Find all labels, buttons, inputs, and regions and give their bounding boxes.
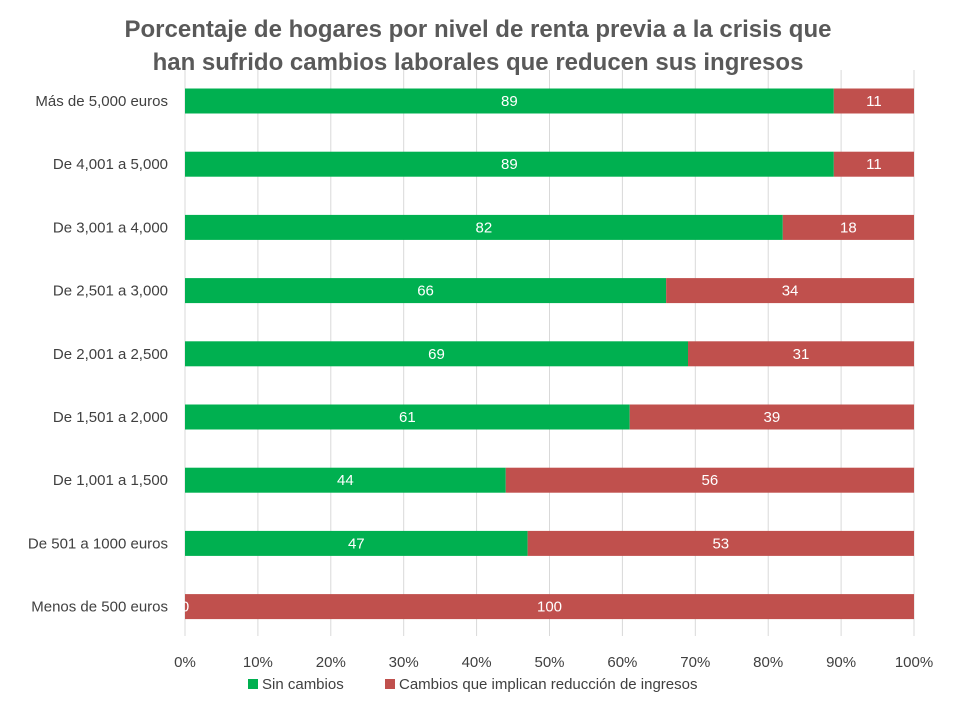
data-label: 39 [764,409,781,426]
bar-segment [185,404,630,430]
bar-segment [629,404,914,430]
data-label: 53 [712,535,729,552]
chart-title-line-1: Porcentaje de hogares por nivel de renta… [125,16,832,43]
x-tick-label: 40% [462,654,492,671]
bar-segment [185,530,528,556]
data-label: 11 [866,93,882,110]
data-labels: 89 11 89 11 82 18 66 34 69 31 61 39 44 56 47 53 0 100 [181,93,882,616]
legend-label: Sin cambios [262,676,344,693]
category-label: Menos de 500 euros [31,599,168,616]
x-tick-label: 10% [243,654,273,671]
data-label: 100 [537,599,562,616]
legend-swatch [385,679,395,689]
bar-segment [666,278,914,304]
x-tick-label: 30% [389,654,419,671]
bar-segment [782,214,914,240]
bar-segment [185,594,914,620]
category-label: De 2,001 a 2,500 [53,346,168,363]
legend-swatch [248,679,258,689]
legend: Sin cambios Cambios que implican reducció… [248,676,698,693]
category-label: De 4,001 a 5,000 [53,156,168,173]
x-tick-label: 100% [895,654,933,671]
data-label: 44 [337,472,354,489]
category-label: De 1,001 a 1,500 [53,472,168,489]
legend-label: Cambios que implican reducción de ingres… [399,676,698,693]
x-tick-label: 90% [826,654,856,671]
bar-segment [185,278,667,304]
bar-segment [185,88,834,114]
data-label: 69 [428,346,445,363]
bars [185,88,914,620]
bar-segment [185,151,834,177]
x-tick-label: 20% [316,654,346,671]
data-label: 0 [181,599,189,616]
category-label: De 3,001 a 4,000 [53,219,168,236]
x-axis-ticks: 0% 10% 20% 30% 40% 50% 60% 70% 80% 90% 100% [174,654,933,671]
data-label: 61 [399,409,416,426]
bar-segment [185,214,783,240]
bar-segment [833,151,914,177]
data-label: 66 [417,283,434,300]
data-label: 89 [501,156,518,173]
bar-segment [505,467,914,493]
x-tick-label: 60% [607,654,637,671]
category-label: De 2,501 a 3,000 [53,283,168,300]
bar-segment [833,88,914,114]
data-label: 11 [866,156,882,173]
category-label: De 1,501 a 2,000 [53,409,168,426]
data-label: 82 [476,219,493,236]
bar-segment [185,467,506,493]
category-labels: Más de 5,000 euros De 4,001 a 5,000 De 3,0… [28,93,168,616]
data-label: 47 [348,535,365,552]
chart-title-line-2: han sufrido cambios laborales que reduce… [153,49,804,76]
x-tick-label: 70% [680,654,710,671]
data-label: 34 [782,283,799,300]
data-label: 56 [702,472,719,489]
bar-segment [527,530,914,556]
category-label: De 501 a 1000 euros [28,535,168,552]
x-tick-label: 0% [174,654,196,671]
bar-segment [688,341,914,367]
category-label: Más de 5,000 euros [35,93,168,110]
data-label: 18 [840,219,857,236]
x-tick-label: 80% [753,654,783,671]
x-tick-label: 50% [534,654,564,671]
data-label: 89 [501,93,518,110]
bar-segment [185,341,689,367]
data-label: 31 [793,346,810,363]
